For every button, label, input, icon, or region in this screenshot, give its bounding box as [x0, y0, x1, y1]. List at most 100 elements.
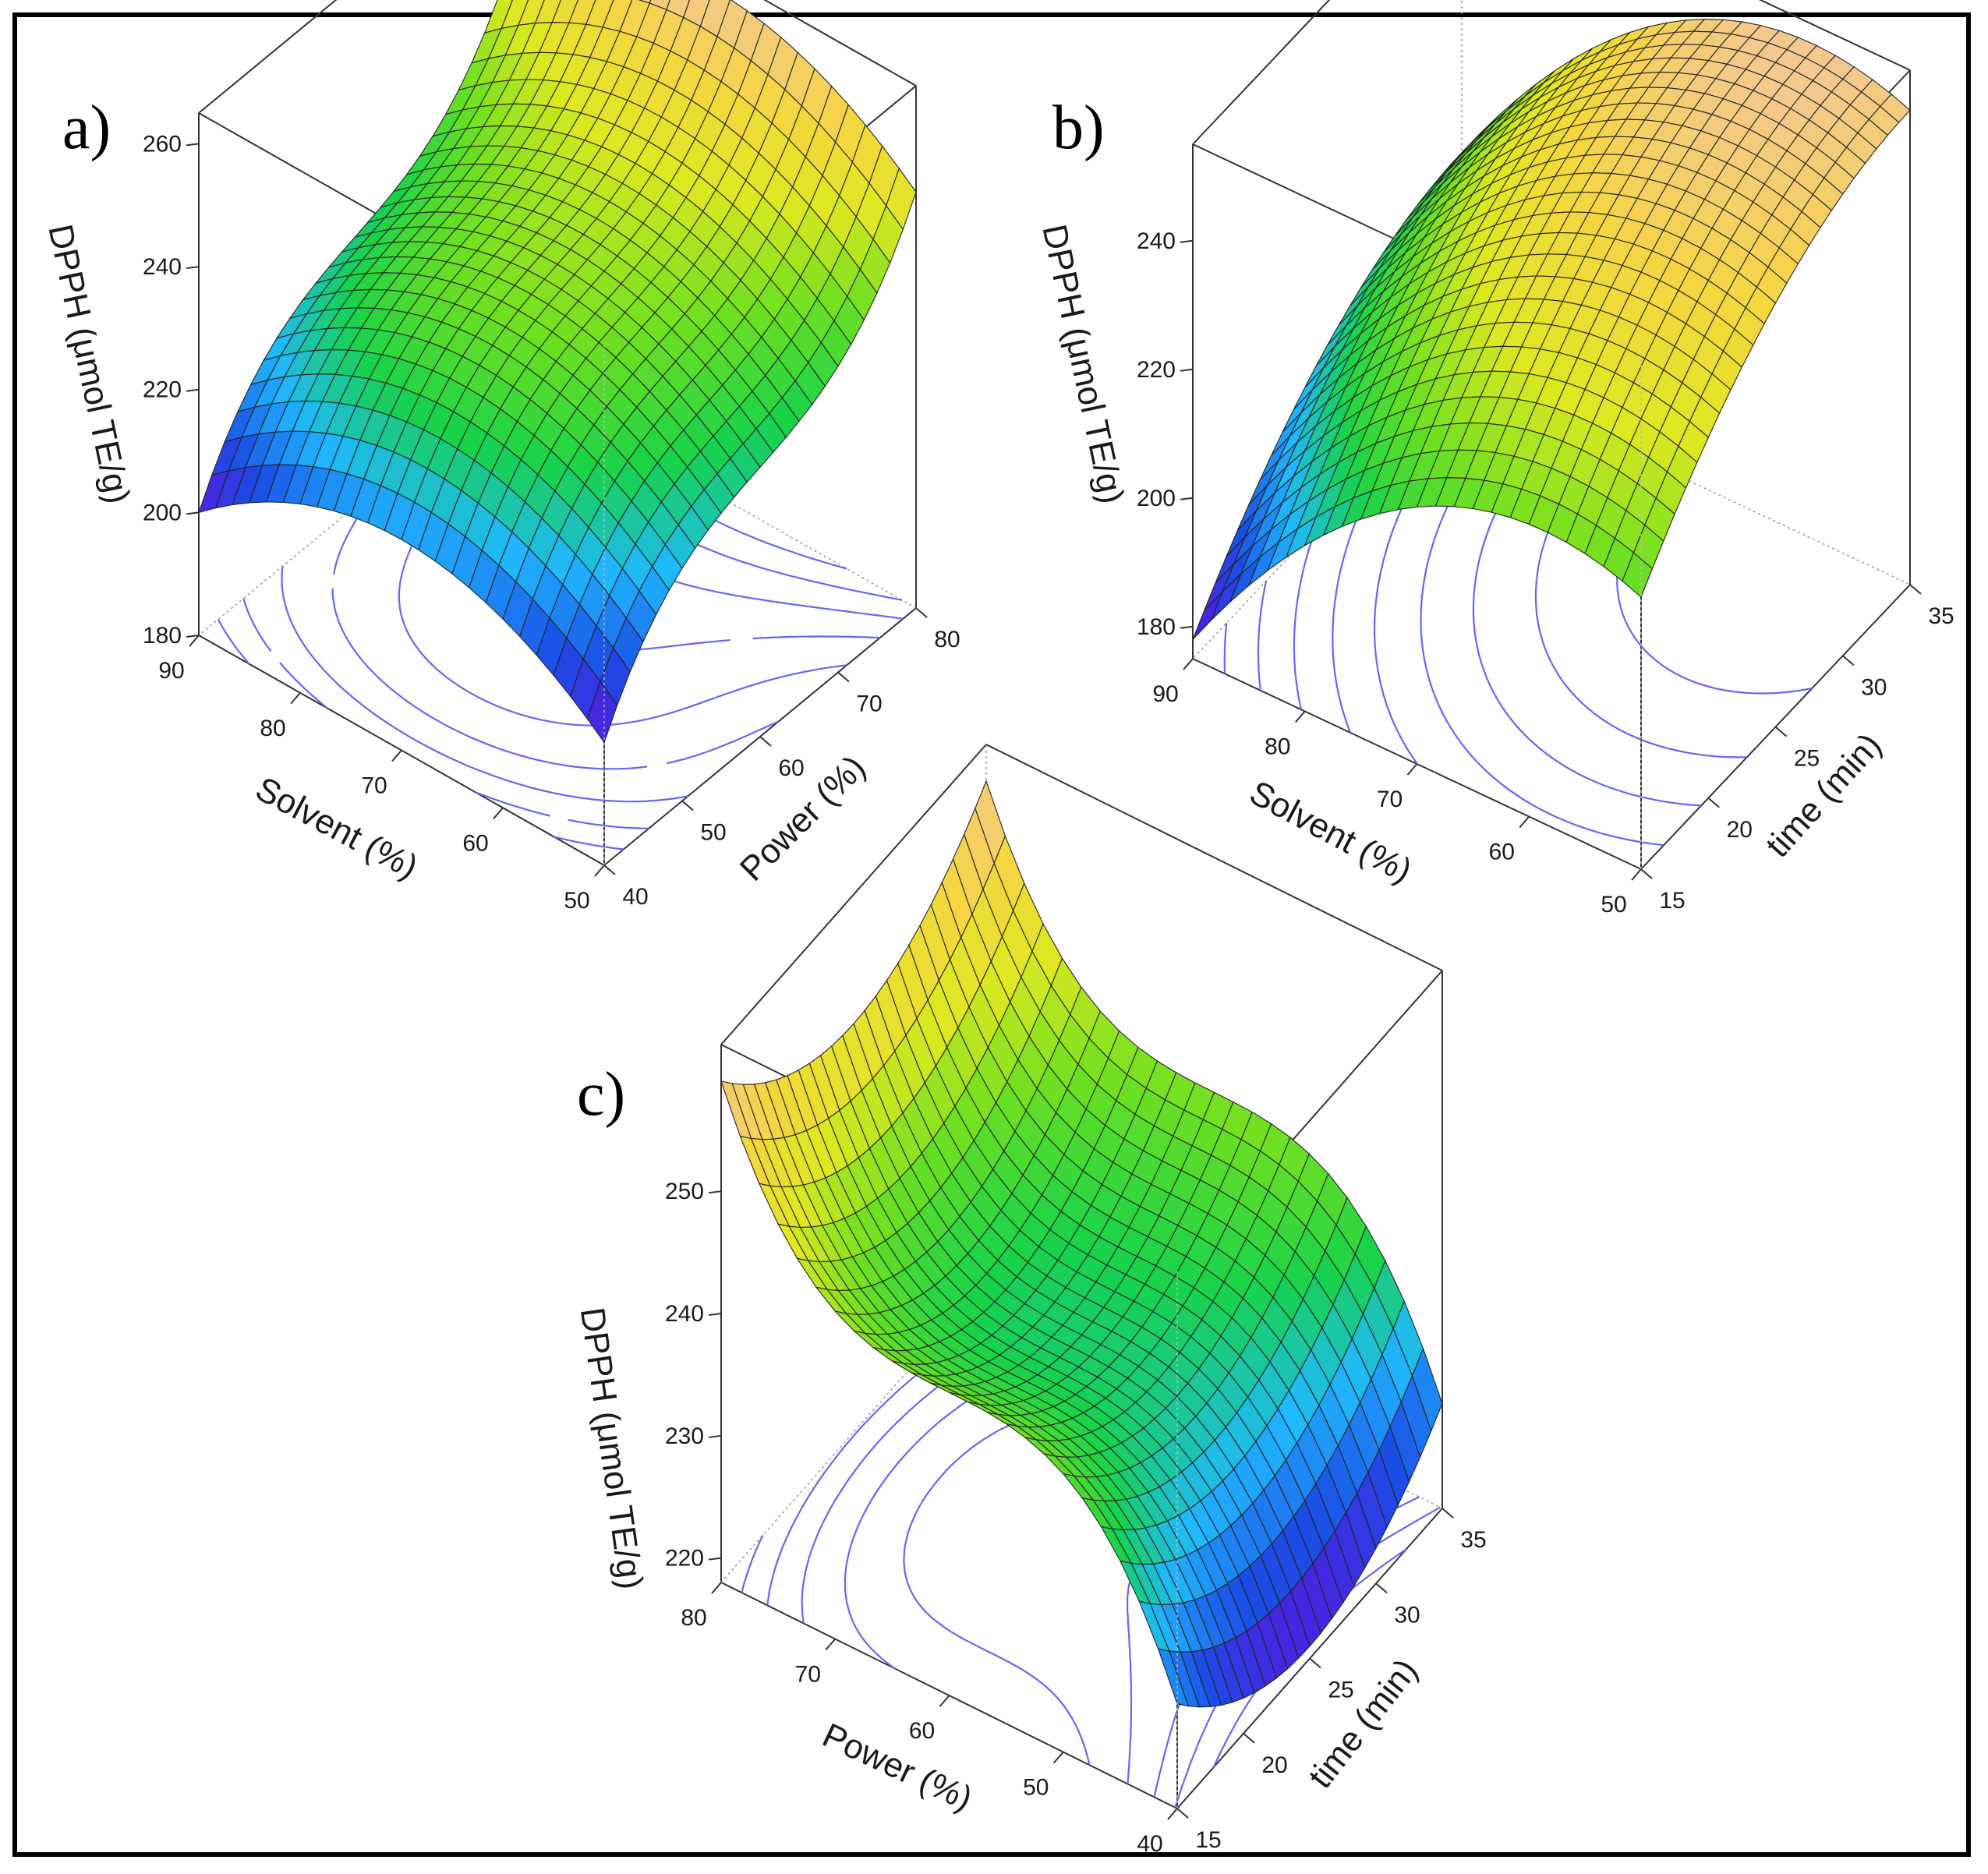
x-tick-label: 80: [681, 1605, 706, 1631]
x-tick-label: 40: [1137, 1831, 1162, 1857]
y-tick-mark: [1243, 1732, 1255, 1744]
panel-c-label: c): [577, 1060, 625, 1129]
z-tick-mark: [186, 143, 200, 147]
y-tick-mark: [1707, 797, 1720, 808]
y-tick-mark: [1375, 1582, 1388, 1594]
y-tick-label: 20: [1727, 817, 1753, 843]
surface-facet: [1157, 1648, 1190, 1707]
z-tick-label: 180: [143, 623, 182, 649]
z-tick-label: 230: [665, 1423, 704, 1449]
x-tick-mark: [1052, 1751, 1064, 1764]
x-tick-mark: [290, 692, 301, 705]
x-tick-mark: [391, 749, 402, 762]
panel-b: b) 90 80 70 60 50 15 20 25 30 35 180 200 220 240 DPPH…: [1035, 0, 1954, 918]
panel-c-x-axis-title: Power (%): [817, 1716, 978, 1818]
y-tick-mark: [1176, 1808, 1189, 1819]
y-tick-mark: [1842, 655, 1855, 667]
y-tick-label: 35: [1928, 603, 1954, 629]
panel-a-surface: [198, 0, 917, 744]
box-edge: [985, 744, 1443, 971]
panel-b-label: b): [1052, 94, 1105, 162]
x-tick-label: 50: [1023, 1775, 1049, 1801]
y-tick-mark: [681, 800, 694, 811]
box-edge: [1758, 0, 1911, 71]
panel-c-y-axis-title: time (min): [1301, 1652, 1425, 1795]
y-tick-label: 15: [1195, 1827, 1221, 1853]
panel-a: a) 90 80 70 60 50 40 50 60 70 80 180 200 220 240 260 D…: [41, 0, 960, 914]
x-tick-label: 70: [1377, 787, 1403, 812]
panel-b-surface: [1192, 18, 1911, 640]
y-tick-label: 35: [1460, 1527, 1486, 1553]
contour-line: [281, 566, 688, 803]
y-tick-label: 80: [934, 627, 960, 652]
z-tick-mark: [1180, 625, 1194, 629]
z-tick-label: 240: [143, 254, 182, 280]
z-tick-label: 250: [665, 1179, 704, 1204]
z-tick-mark: [708, 1313, 722, 1316]
z-tick-mark: [1180, 239, 1194, 243]
z-tick-mark: [186, 511, 200, 515]
x-tick-label: 60: [462, 830, 488, 856]
z-tick-mark: [1180, 368, 1194, 372]
box-edge: [763, 0, 917, 87]
panel-a-ticks: 90 80 70 60 50 40 50 60 70 80 180 200 220 240 260: [143, 131, 960, 914]
x-tick-label: 90: [1152, 681, 1178, 707]
y-tick-label: 60: [778, 755, 804, 781]
box-edge: [720, 744, 987, 1045]
z-tick-label: 180: [1137, 614, 1176, 640]
y-tick-mark: [1309, 1657, 1321, 1669]
z-tick-mark: [186, 388, 200, 392]
y-tick-label: 40: [622, 884, 648, 910]
contour-line: [242, 598, 649, 829]
y-tick-mark: [915, 607, 928, 618]
x-tick-mark: [711, 1582, 722, 1594]
y-tick-label: 70: [856, 691, 882, 717]
z-tick-mark: [708, 1434, 722, 1438]
x-tick-mark: [939, 1695, 950, 1707]
x-tick-mark: [1294, 710, 1306, 723]
z-tick-label: 240: [1137, 228, 1176, 254]
box-edge: [198, 0, 338, 114]
surface-facet: [586, 681, 618, 744]
y-tick-mark: [837, 671, 850, 683]
y-tick-mark: [1909, 584, 1922, 595]
y-tick-label: 15: [1659, 888, 1685, 914]
x-tick-mark: [1183, 658, 1194, 670]
z-tick-mark: [186, 266, 200, 270]
x-tick-mark: [1167, 1808, 1178, 1820]
z-tick-label: 200: [143, 500, 182, 525]
x-tick-mark: [1631, 868, 1642, 881]
y-tick-mark: [759, 736, 772, 747]
panel-c-z-axis-title: DPPH (μmol TE/g): [573, 1305, 650, 1592]
panel-c-ticks: 80 70 60 50 40 15 20 25 30 35 220 230 240 250: [665, 1179, 1487, 1857]
x-tick-label: 70: [361, 773, 387, 799]
z-tick-mark: [708, 1190, 722, 1194]
contour-line: [217, 618, 624, 850]
x-tick-label: 50: [564, 888, 589, 914]
surface-facet: [1622, 552, 1654, 598]
y-tick-label: 20: [1261, 1752, 1287, 1778]
y-tick-mark: [1774, 726, 1788, 737]
panel-b-y-axis-title: time (min): [1759, 726, 1889, 865]
y-tick-label: 25: [1794, 746, 1820, 772]
y-tick-label: 30: [1861, 674, 1887, 700]
x-tick-label: 60: [909, 1718, 935, 1744]
y-tick-label: 25: [1328, 1678, 1353, 1703]
x-tick-mark: [493, 807, 504, 819]
contour-line: [1223, 623, 1228, 674]
x-tick-label: 80: [1265, 734, 1290, 760]
x-tick-label: 60: [1489, 840, 1515, 865]
x-tick-label: 50: [1601, 892, 1626, 918]
contour-line: [1257, 581, 1268, 691]
z-tick-label: 220: [1137, 357, 1176, 383]
panel-a-label: a): [62, 94, 111, 162]
contour-line: [1293, 528, 1317, 710]
x-tick-label: 90: [158, 658, 184, 684]
x-tick-mark: [594, 865, 605, 877]
z-tick-label: 260: [143, 131, 182, 157]
x-tick-mark: [1519, 815, 1530, 829]
z-tick-mark: [1180, 497, 1194, 500]
box-edge: [1192, 0, 1331, 145]
panel-b-contours: [1223, 384, 1813, 847]
